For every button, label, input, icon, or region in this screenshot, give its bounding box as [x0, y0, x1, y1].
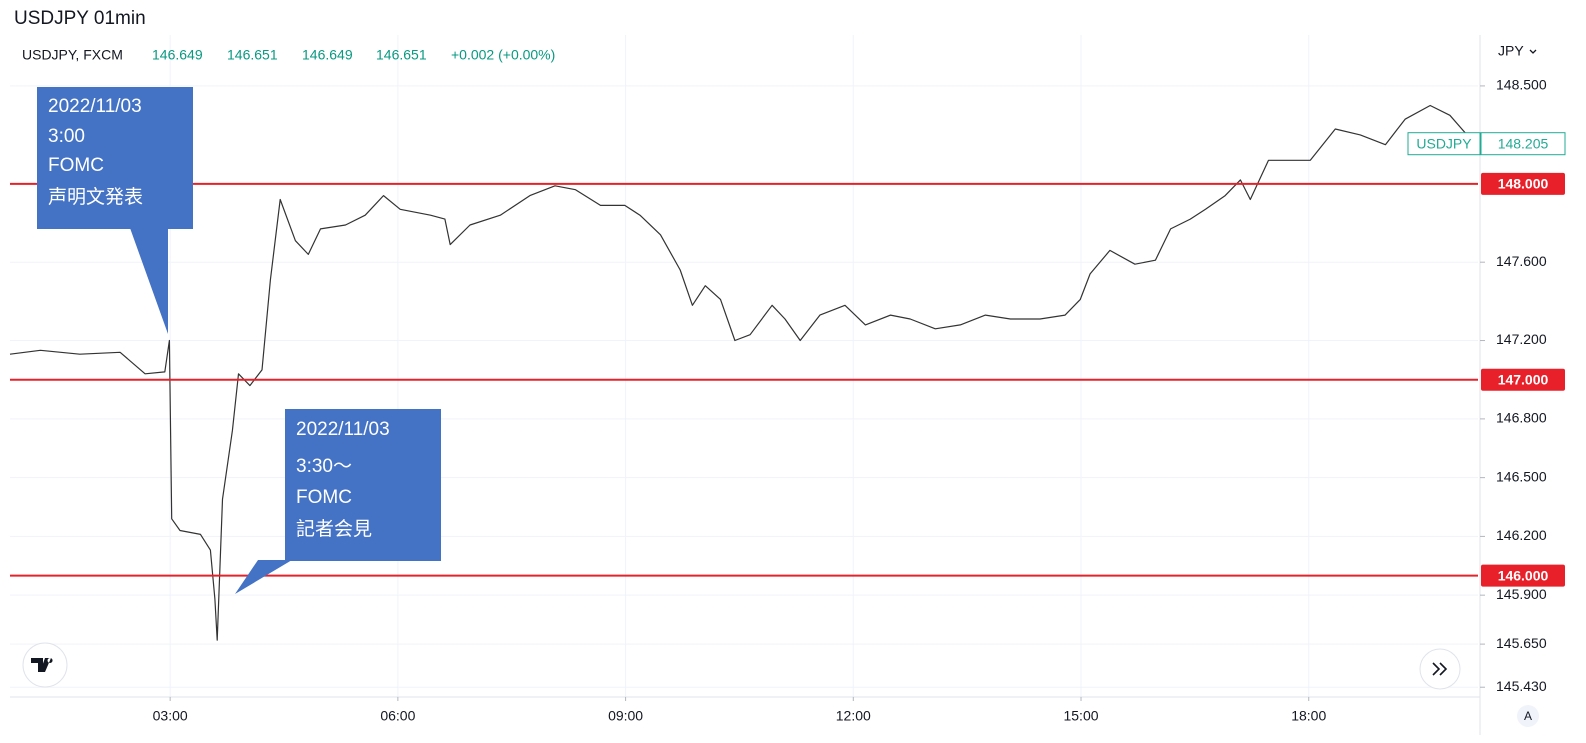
callout: 2022/11/03 3:00 FOMC 声明文発表 — [37, 87, 193, 334]
x-tick-label: 09:00 — [608, 708, 643, 724]
legend-symbol: USDJPY, FXCM — [22, 47, 123, 63]
callout-pointer — [235, 560, 292, 594]
callout-box — [285, 409, 441, 561]
y-tick-label: 145.650 — [1496, 635, 1547, 651]
symbol-tag-label: USDJPY — [1416, 135, 1472, 151]
y-tick-label: 146.200 — [1496, 527, 1547, 543]
level-label: 147.000 — [1498, 371, 1549, 387]
callout-text: 3:30～ — [296, 456, 352, 477]
level-tag — [1481, 172, 1565, 195]
callout-text: 2022/11/03 — [296, 419, 390, 440]
x-tick-label: 03:00 — [153, 708, 188, 724]
y-tick-label: 146.800 — [1496, 410, 1547, 426]
price-tag — [1480, 132, 1566, 156]
level-tag — [1481, 368, 1565, 391]
callout-pointer — [130, 228, 168, 334]
callout-text: FOMC — [48, 155, 104, 176]
scroll-icon — [1432, 662, 1448, 676]
y-tick-label: 147.200 — [1496, 331, 1547, 347]
x-tick-label: 18:00 — [1291, 708, 1326, 724]
x-tick-label: 15:00 — [1063, 708, 1098, 724]
auto-scale-label[interactable]: A — [1524, 709, 1532, 723]
legend-value: 146.651 — [376, 47, 427, 63]
callout: 2022/11/03 3:30～ FOMC 記者会見 — [235, 409, 441, 594]
currency-label[interactable]: JPY — [1498, 43, 1524, 59]
legend-value: 146.651 — [227, 47, 278, 63]
y-tick-label: 148.500 — [1496, 77, 1547, 93]
legend-change: +0.002 (+0.00%) — [451, 47, 555, 63]
callout-text: 声明文発表 — [48, 186, 143, 208]
auto-scale-button[interactable] — [1517, 705, 1539, 727]
y-tick-label: 146.500 — [1496, 468, 1547, 484]
chart-title: USDJPY 01min — [14, 8, 146, 29]
y-tick-label: 145.430 — [1496, 678, 1547, 694]
callout-box — [37, 87, 193, 229]
currency-chevron[interactable] — [1529, 49, 1537, 54]
callout-text: 記者会見 — [296, 518, 372, 540]
price-line — [9, 104, 1471, 641]
legend-value: 146.649 — [152, 47, 203, 63]
x-tick-label: 06:00 — [380, 708, 415, 724]
callout-text: 3:00 — [48, 126, 85, 147]
callout-text: FOMC — [296, 487, 352, 508]
price-tag-label: 148.205 — [1498, 135, 1549, 151]
legend-value: 146.649 — [302, 47, 353, 63]
legend: USDJPY, FXCM 146.649 146.651 146.649 146.65… — [22, 47, 555, 63]
y-tick-label: 145.900 — [1496, 586, 1547, 602]
logo — [31, 658, 53, 672]
symbol-tag — [1407, 132, 1481, 156]
y-tick-label: 147.600 — [1496, 253, 1547, 269]
callout-text: 2022/11/03 — [48, 96, 142, 117]
x-tick-label: 12:00 — [836, 708, 871, 724]
level-label: 146.000 — [1498, 567, 1549, 583]
level-tag — [1481, 564, 1565, 587]
level-label: 148.000 — [1498, 176, 1549, 192]
